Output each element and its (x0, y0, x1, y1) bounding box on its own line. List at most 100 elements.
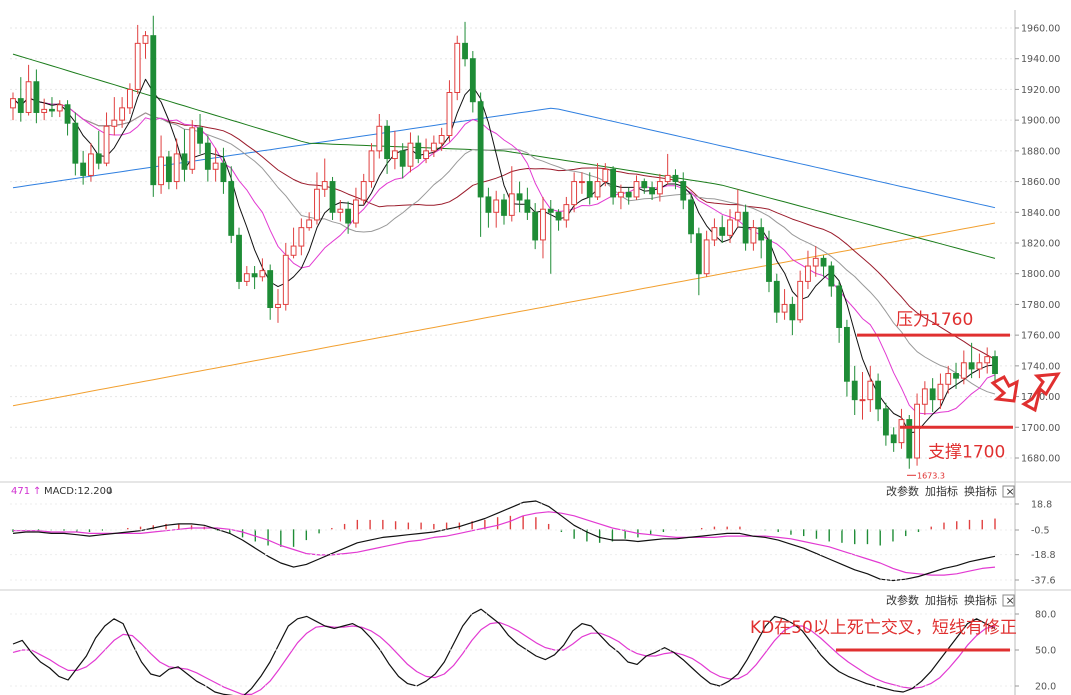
kd-tick-label: 50.0 (1035, 646, 1056, 657)
candle-up (594, 181, 601, 198)
candle-down (462, 42, 468, 60)
candle-down (586, 181, 593, 198)
candle-up (711, 227, 718, 241)
candle-down (17, 98, 24, 113)
price-tick-label: 1940.00 (1021, 54, 1060, 65)
candle-up (984, 356, 991, 364)
candle-up (750, 227, 757, 244)
kd-params-button[interactable]: 改参数 (886, 593, 919, 607)
kd-annotation: KD在50以上死亡交叉，短线有修正 (750, 618, 1017, 638)
down-arrow-icon (990, 374, 1019, 403)
candle-up (119, 107, 126, 121)
candle-down (641, 181, 648, 189)
candle-down (501, 199, 507, 216)
candle-up (633, 181, 640, 198)
candle-up (976, 362, 983, 370)
candle-down (267, 270, 274, 308)
price-axis: 1960.00 1940.00 1920.00 1900.00 1880.00 1860.… (1015, 24, 1060, 465)
candle-up (368, 150, 375, 183)
candlestick-series (10, 15, 998, 469)
candle-down (680, 181, 687, 201)
candle-up (212, 162, 219, 170)
candle-up (812, 257, 819, 267)
candle-down (742, 211, 749, 244)
candle-down (851, 380, 858, 401)
candle-down (773, 280, 780, 313)
candle-down (236, 234, 242, 282)
candle-down (890, 434, 897, 444)
price-tick-label: 1680.00 (1021, 454, 1060, 465)
candle-down (165, 156, 172, 183)
candle-down (49, 108, 55, 112)
kd-k-line (12, 608, 996, 695)
candle-up (540, 208, 546, 241)
ma30-line (12, 97, 996, 360)
candle-up (781, 303, 788, 313)
macd-arrow-down-icon: ↓ (106, 486, 114, 497)
candle-up (423, 150, 429, 160)
macd-dea-line (13, 511, 996, 576)
macd-close-button[interactable] (1002, 485, 1015, 498)
kd-add-indicator-button[interactable]: 加指标 (925, 593, 958, 607)
ma250-line (12, 222, 996, 407)
price-tick-label: 1960.00 (1021, 24, 1060, 35)
candle-down (384, 125, 391, 160)
price-tick-label: 1840.00 (1021, 208, 1060, 219)
candle-down (672, 174, 679, 183)
macd-add-indicator-button[interactable]: 加指标 (925, 484, 958, 498)
kd-close-icon: × (1006, 594, 1015, 607)
candle-down (220, 162, 227, 183)
candle-up (602, 168, 609, 183)
price-tick-label: 1800.00 (1021, 269, 1060, 280)
kd-swap-indicator-button[interactable]: 换指标 (964, 593, 997, 607)
price-annotations: 压力1760 支撑1700 1673.3 (857, 310, 1061, 480)
price-tick-label: 1900.00 (1021, 116, 1060, 127)
candle-down (477, 101, 484, 198)
macd-axis: 18.8 -0.5 -18.8 -37.6 (10, 499, 1056, 587)
candle-up (275, 303, 281, 308)
candle-down (547, 208, 554, 213)
candle-up (454, 42, 461, 93)
up-arrow-icon (1021, 372, 1061, 413)
macd-swap-indicator-button[interactable]: 换指标 (964, 484, 997, 498)
price-tick-label: 1860.00 (1021, 177, 1060, 188)
candle-up (290, 245, 297, 256)
candle-up (321, 181, 328, 190)
candle-up (438, 135, 445, 144)
candle-down (345, 208, 352, 224)
candle-up (617, 191, 624, 198)
candle-down (820, 257, 827, 267)
candle-down (532, 211, 539, 241)
candle-down (181, 153, 188, 170)
macd-count: 471 (11, 486, 30, 497)
price-tick-label: 1820.00 (1021, 239, 1060, 250)
candle-up (430, 142, 437, 152)
candle-up (921, 388, 928, 405)
resistance-label: 压力1760 (896, 310, 973, 330)
macd-tick-label: -37.6 (1031, 576, 1056, 587)
candle-up (88, 153, 94, 176)
candle-up (25, 81, 32, 113)
kd-close-button[interactable] (1002, 594, 1015, 607)
candle-up (563, 204, 570, 221)
macd-params-button[interactable]: 改参数 (886, 484, 919, 498)
candle-down (882, 408, 889, 436)
candle-up (126, 88, 133, 109)
price-tick-label: 1700.00 (1021, 423, 1060, 434)
candle-down (80, 162, 87, 176)
candle-up (259, 270, 266, 278)
macd-tick-label: 18.8 (1031, 499, 1052, 510)
candle-up (189, 127, 196, 170)
kd-tick-label: 20.0 (1035, 682, 1056, 693)
kd-toolbar: 改参数 加指标 换指标 × (886, 593, 1015, 607)
price-tick-label: 1880.00 (1021, 146, 1060, 157)
candle-up (797, 280, 804, 321)
candle-down (469, 58, 476, 103)
candle-up (314, 188, 320, 221)
candle-down (758, 227, 765, 241)
support-label: 支撑1700 (928, 442, 1005, 462)
candle-up (282, 254, 289, 305)
candle-down (399, 150, 406, 167)
kd-lines (12, 608, 996, 695)
candle-down (64, 104, 71, 124)
